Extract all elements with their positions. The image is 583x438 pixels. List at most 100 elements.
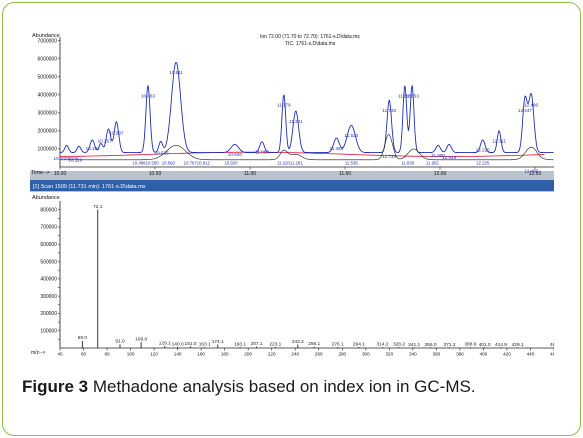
mass-spectrum-panel: Abundance 100000 200000 300000 400000 500000… (30, 192, 554, 356)
chromatogram-y-tick-label: 6000000 (38, 56, 58, 62)
mass-spectrum-peak-label: 388.9 (464, 342, 476, 348)
chromatogram-trace-2 (60, 134, 554, 161)
chromatogram-trace-1 (60, 61, 554, 154)
mass-spectrum-peak-label: 256.1 (308, 341, 320, 347)
mass-spectrum-peak-label: 91.0 (115, 339, 125, 345)
scan-title-text: [1] Scan 1509 (11.731 min): 1761-s.D\dat… (33, 184, 146, 190)
mass-spectrum-peak-label: 414.9 (495, 342, 507, 348)
mass-spectrum-x-tick-label: 320 (385, 352, 393, 357)
mass-spectrum-peak-label: 242.2 (292, 339, 304, 345)
chromatogram-peak-label: 12.480 (524, 103, 538, 108)
chromatogram-peak-label: 10.194 (86, 146, 100, 151)
chromatogram-peak-label: 11.063 (255, 149, 269, 154)
chromatogram-baseline-label: 10.920 (224, 160, 238, 165)
mass-spectrum-peak-label: 151.0 (185, 341, 197, 347)
mass-spectrum-x-tick-label: 360 (433, 352, 441, 357)
chromatogram-baseline-label: 11.22011.281 (277, 160, 303, 165)
mass-spectrum-x-tick-label: 460 (550, 352, 554, 357)
mass-spectrum-x-tick-label: 340 (409, 352, 417, 357)
chromatogram-peak-label: 11.533 (344, 133, 358, 138)
chromatogram-peak-label: 12.311 (492, 139, 506, 144)
mass-spectrum-peak-labels: 72.1 59.0 91.0 109.0 129.1 140.0 151.0 163.1174… (78, 204, 554, 348)
mass-spectrum-peak-label: 314.2 (377, 342, 389, 348)
chromatogram-ylabel: Abundance (32, 33, 60, 39)
mass-spectrum-peak-label: 174.1 (212, 339, 224, 345)
mass-spectrum-y-tick-label: 800000 (40, 207, 57, 213)
figure-caption-text: Methadone analysis based on index ion in… (88, 377, 476, 396)
chromatogram-background (30, 31, 554, 171)
mass-spectrum-y-tick-label: 400000 (40, 277, 57, 283)
integration-baseline (59, 151, 545, 157)
mass-spectrum-y-tick-label: 200000 (40, 311, 57, 317)
chromatogram-peak-label: 10.463 (141, 93, 155, 98)
chromatogram-baseline-label: 11.830 (401, 160, 414, 165)
mass-spectrum-xlabel: m/z--> (31, 350, 45, 356)
mass-spectrum-x-tick-label: 60 (81, 352, 87, 357)
mass-spectrum-peak-label: 294.1 (353, 341, 365, 347)
chromatogram-baseline-label: 11.538 (345, 160, 358, 165)
mass-spectrum-peak-label: 140.0 (172, 341, 184, 347)
chromatogram-baseline-label: 10.560 (162, 160, 176, 165)
chromatogram-y-tick-label: 3000000 (38, 111, 58, 117)
chromatogram-baseline-label: 10.48610.560 (132, 160, 159, 165)
chromatogram-panel: Abundance Ion 72.00 (71.70 to 72.70): 17… (30, 31, 554, 177)
mass-spectrum-y-tick-label: 300000 (40, 294, 57, 300)
chromatogram-peak-label: 12.225 (476, 148, 490, 153)
mass-spectrum-y-tick-label: 600000 (40, 242, 57, 248)
mass-spectrum-x-tick-label: 440 (527, 352, 535, 357)
integration-marks (59, 151, 545, 157)
chromatogram-peak-label: 11.853 (405, 93, 419, 98)
chromatogram-peak-label: 11.455 (330, 146, 344, 151)
chromatogram-y-tick-label: 4000000 (38, 93, 58, 99)
mass-spectrum-x-tick-label: 80 (104, 352, 110, 357)
mass-spectrum-x-tick-label: 160 (197, 352, 205, 357)
chromatogram-peak-label: 11.241 (289, 119, 303, 124)
mass-spectrum-x-tick-label: 140 (174, 352, 182, 357)
chromatogram-series (60, 61, 554, 161)
mass-spectrum-peak-label: 401.0 (479, 342, 491, 348)
mass-spectrum-peak-label: 72.1 (93, 204, 103, 210)
chromatogram-peak-label: 10.297 (109, 131, 123, 136)
chromatogram-xlabel: Time--> (31, 170, 50, 176)
figure-caption: Figure 3 Methadone analysis based on ind… (22, 377, 567, 397)
chromatogram-peak-label: 10.611 (169, 70, 183, 75)
chromatogram-peak-label: 11.178 (277, 103, 291, 108)
chromatogram-tic-header: TIC: 1761-s.D\data.ms (285, 41, 336, 47)
mass-spectrum-y-tick-label: 700000 (40, 225, 57, 231)
chromatogram-peak-label: 11.815 (398, 93, 412, 98)
chromatogram-peak-label: 11.733 (382, 108, 396, 113)
mass-spectrum-peak-label: 276.1 (332, 341, 344, 347)
mass-spectrum-x-tick-label: 180 (221, 352, 229, 357)
mass-spectrum-peak-label: 328.2 (393, 342, 405, 348)
chromatogram-x-ticks: 10.00 10.50 11.00 11.50 12.00 12.50 (54, 167, 542, 177)
mass-spectrum-peak-label: 341.1 (408, 342, 420, 348)
figure-caption-label: Figure 3 (22, 377, 89, 396)
mass-spectrum-peak-label: 59.0 (78, 335, 88, 341)
chromatogram-x-tick-label: 10.50 (149, 171, 162, 177)
mass-spectrum-x-tick-label: 100 (127, 352, 135, 357)
mass-spectrum-x-tick-label: 400 (480, 352, 488, 357)
mass-spectrum-y-ticks: 100000 200000 300000 400000 500000 600000 7000… (40, 207, 60, 340)
chromatogram-x-tick-label: 12.00 (434, 171, 447, 177)
scan-title-bar[interactable] (30, 180, 554, 191)
mass-spectrum-peak-label: 429.1 (512, 342, 524, 348)
mass-spectrum-x-tick-label: 380 (456, 352, 464, 357)
mass-spectrum-peak-label: 193.1 (234, 341, 246, 347)
chromatogram-peak-label: 11.990 (431, 153, 445, 158)
mass-spectrum-y-tick-label: 100000 (40, 329, 57, 335)
chromatogram-ion-header: Ion 72.00 (71.70 to 72.70): 1761-s.D\dat… (260, 34, 360, 40)
chromatogram-peak-label: 10.535 (155, 150, 169, 155)
mass-spectrum-x-tick-label: 260 (315, 352, 323, 357)
chromatogram-x-tick-label: 11.00 (244, 171, 256, 177)
chromatogram-baseline-label: 10.76710.812 (184, 160, 211, 165)
mass-spectrum-peak-label: 163.1 (199, 342, 211, 348)
mass-spectrum-x-tick-label: 120 (150, 352, 158, 357)
chromatogram-x-tick-label: 12.50 (529, 171, 542, 177)
chromatogram-y-tick-label: 7000000 (38, 38, 58, 44)
mass-spectrum-x-tick-label: 280 (338, 352, 346, 357)
mass-spectrum-y-tick-label: 500000 (40, 259, 57, 265)
mass-spectrum-x-ticks: 40 60 80 100 120 140 160 180 200 220 240 260 280 300 3… (57, 348, 554, 356)
mass-spectrum-x-tick-label: 40 (57, 352, 63, 357)
mass-spectrum-peak-label: 207.1 (251, 341, 263, 347)
